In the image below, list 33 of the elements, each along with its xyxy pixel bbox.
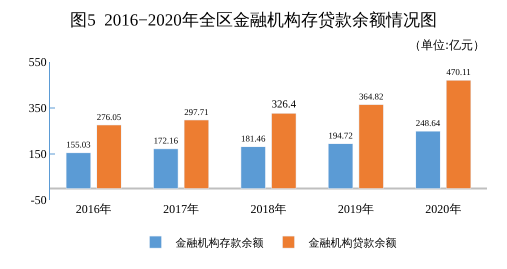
data-label: 326.4 — [272, 98, 297, 111]
bar — [271, 113, 296, 189]
data-label: 181.46 — [241, 134, 266, 144]
text: （单位:亿元） — [409, 38, 486, 52]
data-label: 470.11 — [446, 67, 471, 78]
y-tick-label: 550 — [28, 55, 47, 70]
data-label: 194.72 — [328, 130, 353, 140]
data-label: 364.82 — [358, 91, 384, 102]
x-tick-label: 2018年 — [250, 202, 286, 216]
y-tick-label: 350 — [28, 101, 47, 116]
bar — [358, 104, 384, 189]
bar — [240, 146, 266, 189]
data-label: 297.71 — [184, 106, 209, 117]
bar — [153, 148, 178, 189]
y-tick-label: 150 — [28, 147, 47, 162]
chart-title: 图5 2016−2020年全区金融机构存贷款余额情况图 — [70, 10, 437, 30]
bar — [96, 124, 122, 189]
x-tick-label: 2017年 — [163, 202, 200, 216]
bar — [416, 131, 440, 189]
x-tick-label: 2016年 — [76, 202, 112, 216]
bar — [446, 80, 472, 189]
data-label: 172.16 — [154, 136, 179, 146]
y-tick-label: -50 — [30, 193, 47, 208]
bar — [66, 152, 91, 189]
legend-label: 金融机构贷款余额 — [308, 236, 396, 250]
bar — [328, 143, 354, 189]
data-label: 155.03 — [66, 140, 92, 150]
data-label: 248.64 — [416, 118, 441, 128]
x-tick-label: 2020年 — [425, 202, 462, 216]
bar — [184, 120, 209, 189]
x-tick-label: 2019年 — [338, 202, 374, 216]
data-label: 276.05 — [96, 112, 122, 122]
legend-label: 金融机构存款余额 — [176, 236, 264, 250]
